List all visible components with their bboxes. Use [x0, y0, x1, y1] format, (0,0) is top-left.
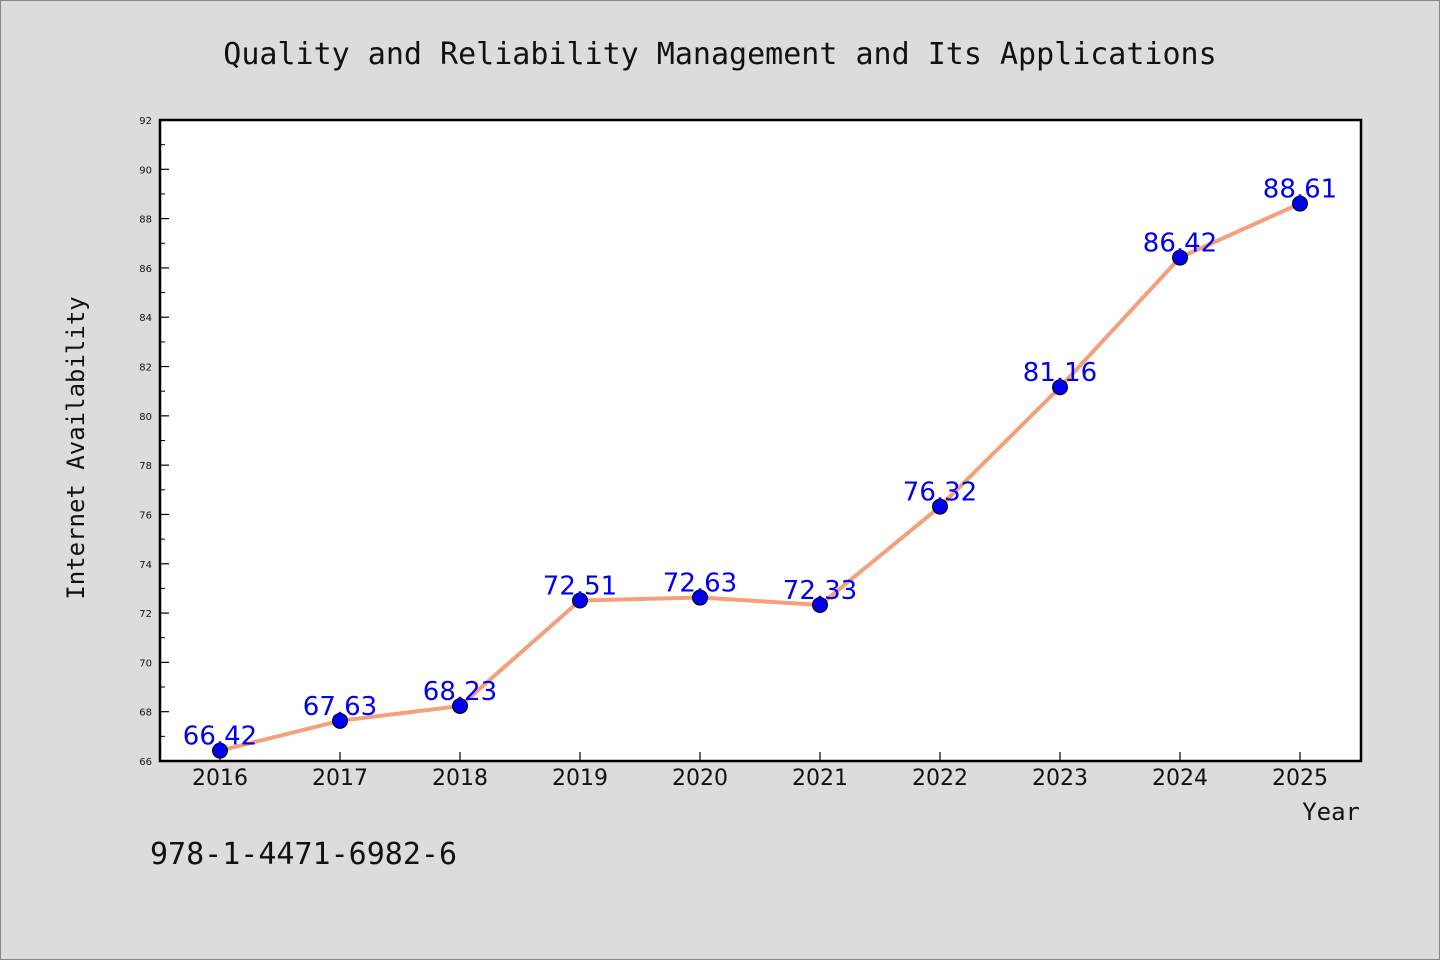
y-tick-label: 88: [139, 215, 152, 226]
y-tick-label: 68: [139, 708, 152, 719]
x-tick-label: 2019: [552, 766, 608, 791]
series-markers: [212, 195, 1308, 759]
data-labels: 66.42 67.63 68.23 72.51 72.63 72.33 76.32 81.16…: [183, 175, 1337, 752]
y-tick-label: 80: [139, 412, 152, 423]
data-label: 66.42: [183, 722, 257, 752]
data-point: [812, 596, 828, 613]
data-label: 86.42: [1143, 229, 1217, 259]
x-tick-label: 2023: [1032, 766, 1088, 791]
y-tick-label: 74: [139, 560, 152, 571]
data-label: 72.33: [783, 576, 857, 606]
x-axis: 2016 2017 2018 2019 2020 2021 2022 2023 2024 2025: [192, 752, 1328, 791]
series-line: [219, 201, 1301, 753]
data-label: 72.63: [663, 569, 737, 599]
isbn-text: 978-1-4471-6982-6: [150, 837, 457, 872]
y-tick-label: 70: [139, 658, 152, 669]
y-tick-label: 86: [139, 264, 152, 275]
y-axis-label: Internet Availability: [62, 296, 90, 599]
plot-area: [158, 118, 1363, 763]
data-point: [1172, 249, 1188, 266]
data-label: 68.23: [423, 677, 497, 707]
data-label: 76.32: [903, 478, 977, 508]
data-point: [692, 589, 708, 606]
data-label: 72.51: [543, 572, 617, 602]
data-point: [932, 498, 948, 515]
data-point: [572, 592, 588, 609]
data-point: [332, 712, 348, 729]
y-tick-label: 90: [139, 165, 152, 176]
y-tick-label: 78: [139, 461, 152, 472]
y-axis: 66 68 70 72 74 76 78 80 82 84 86 88 90 92: [139, 116, 169, 768]
chart-title: Quality and Reliability Management and I…: [223, 37, 1216, 72]
data-label: 88.61: [1263, 175, 1337, 205]
y-tick-label: 84: [139, 313, 152, 324]
data-point: [212, 742, 228, 759]
data-point: [1052, 379, 1068, 396]
x-tick-label: 2017: [312, 766, 368, 791]
data-label: 81.16: [1023, 358, 1097, 388]
data-label: 67.63: [303, 692, 377, 722]
y-tick-label: 72: [139, 609, 152, 620]
x-tick-label: 2022: [912, 766, 968, 791]
data-point: [452, 698, 468, 715]
x-tick-label: 2018: [432, 766, 488, 791]
x-tick-label: 2021: [792, 766, 848, 791]
y-tick-label: 66: [139, 757, 152, 768]
x-tick-label: 2025: [1272, 766, 1328, 791]
x-tick-label: 2024: [1152, 766, 1208, 791]
x-axis-label: Year: [1302, 798, 1360, 826]
y-tick-label: 92: [139, 116, 152, 127]
x-tick-label: 2020: [672, 766, 728, 791]
y-tick-label: 76: [139, 510, 152, 521]
y-tick-label: 82: [139, 363, 152, 374]
x-tick-label: 2016: [192, 766, 248, 791]
data-point: [1292, 195, 1308, 212]
